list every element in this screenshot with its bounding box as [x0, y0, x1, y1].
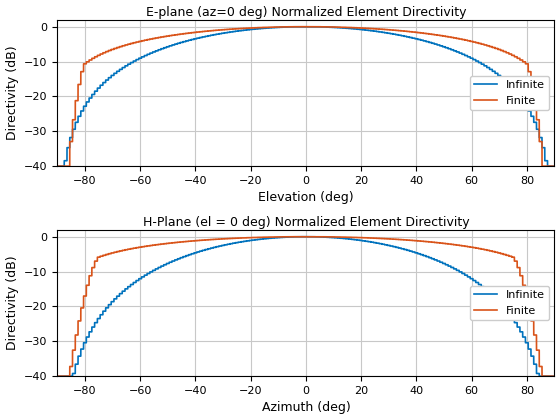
Infinite	[204, 34, 211, 39]
Infinite	[55, 164, 62, 169]
X-axis label: Azimuth (deg): Azimuth (deg)	[262, 402, 350, 415]
Line: Infinite: Infinite	[59, 27, 553, 166]
Finite	[227, 236, 234, 241]
Infinite	[301, 24, 308, 29]
Infinite	[69, 374, 76, 379]
Finite	[55, 374, 62, 379]
Finite	[227, 27, 234, 32]
Line: Finite: Finite	[59, 27, 553, 166]
Infinite	[276, 235, 283, 240]
X-axis label: Elevation (deg): Elevation (deg)	[258, 192, 354, 205]
Finite	[190, 239, 197, 244]
Title: E-plane (az=0 deg) Normalized Element Directivity: E-plane (az=0 deg) Normalized Element Di…	[146, 5, 466, 18]
Finite	[69, 364, 76, 369]
Y-axis label: Directivity (dB): Directivity (dB)	[6, 46, 18, 140]
Finite	[334, 25, 341, 30]
Infinite	[550, 164, 557, 169]
Finite	[334, 234, 341, 239]
Infinite	[190, 37, 197, 42]
Infinite	[334, 236, 341, 241]
Finite	[276, 234, 283, 239]
Finite	[204, 29, 211, 34]
Title: H-Plane (el = 0 deg) Normalized Element Directivity: H-Plane (el = 0 deg) Normalized Element …	[143, 215, 469, 228]
Legend: Infinite, Finite: Infinite, Finite	[470, 286, 549, 320]
Line: Infinite: Infinite	[59, 237, 553, 376]
Infinite	[227, 30, 234, 35]
Infinite	[55, 374, 62, 379]
Line: Finite: Finite	[59, 237, 553, 376]
Infinite	[204, 247, 211, 252]
Infinite	[550, 374, 557, 379]
Infinite	[276, 25, 283, 30]
Y-axis label: Directivity (dB): Directivity (dB)	[6, 256, 18, 350]
Finite	[190, 30, 197, 35]
Legend: Infinite, Finite: Infinite, Finite	[470, 76, 549, 110]
Infinite	[190, 251, 197, 256]
Finite	[301, 24, 308, 29]
Finite	[301, 234, 308, 239]
Finite	[55, 164, 62, 169]
Infinite	[301, 234, 308, 239]
Finite	[204, 237, 211, 242]
Finite	[550, 374, 557, 379]
Finite	[276, 24, 283, 29]
Infinite	[227, 242, 234, 247]
Infinite	[334, 25, 341, 30]
Finite	[69, 139, 76, 144]
Infinite	[69, 135, 76, 140]
Finite	[550, 164, 557, 169]
